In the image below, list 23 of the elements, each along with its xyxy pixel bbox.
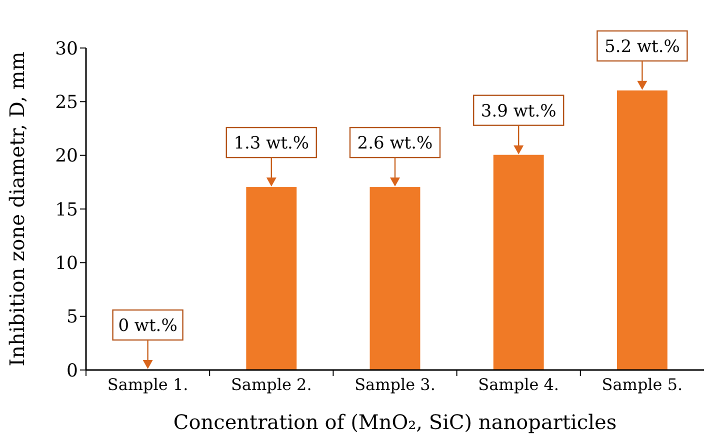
x-tick-label: Sample 2. xyxy=(230,375,312,394)
y-tick-label: 5 xyxy=(66,306,78,328)
annotation: 3.9 wt.% xyxy=(480,101,556,122)
y-tick-label: 25 xyxy=(55,92,78,113)
bar xyxy=(246,187,297,370)
bar xyxy=(493,154,544,370)
x-tick-label: Sample 5. xyxy=(602,375,683,394)
annotation: 2.6 wt.% xyxy=(357,133,433,154)
bar xyxy=(370,187,420,370)
annotation: 5.2 wt.% xyxy=(604,36,680,57)
bar xyxy=(616,90,668,370)
y-tick-label: 20 xyxy=(55,146,78,167)
x-axis-title: Concentration of (MnO₂, SiC) nanoparticles xyxy=(173,410,617,434)
y-tick-label: 30 xyxy=(55,38,78,60)
y-tick-label: 0 xyxy=(66,360,78,382)
x-tick-label: Sample 3. xyxy=(354,375,436,394)
annotation: 1.3 wt.% xyxy=(234,133,310,154)
x-tick-label: Sample 1. xyxy=(107,375,188,394)
y-tick-label: 15 xyxy=(55,199,78,220)
y-tick-label: 10 xyxy=(55,252,78,274)
y-axis-title: Inhibition zone diametr, D, mm xyxy=(5,52,29,366)
x-tick-label: Sample 4. xyxy=(478,375,560,394)
annotation: 0 wt.% xyxy=(118,316,178,336)
